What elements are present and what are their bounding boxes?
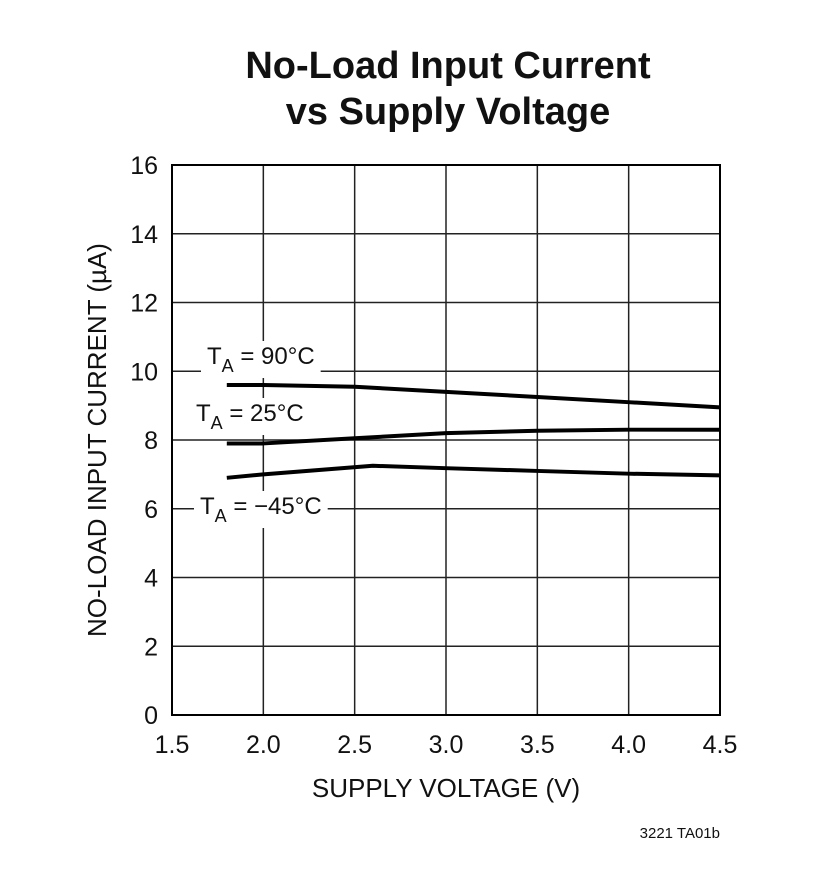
x-tick-label: 1.5 <box>155 731 190 759</box>
legend-label: TA = −45°C <box>200 493 322 526</box>
y-tick-label: 12 <box>130 290 158 318</box>
y-tick-label: 10 <box>130 358 158 386</box>
x-tick-label: 4.5 <box>703 731 738 759</box>
legend-label-part: A <box>211 413 223 433</box>
y-tick-label: 2 <box>144 633 158 661</box>
chart-title: No-Load Input Current <box>245 45 651 87</box>
legend-label-part: A <box>222 356 234 376</box>
legend-label-part: T <box>200 493 215 520</box>
label-background <box>190 398 310 435</box>
legend-label-part: T <box>207 343 222 370</box>
legend-label: TA = 90°C <box>207 343 315 376</box>
y-tick-label: 6 <box>144 496 158 524</box>
y-tick-label: 16 <box>130 152 158 180</box>
x-tick-label: 3.5 <box>520 731 555 759</box>
y-tick-label: 8 <box>144 427 158 455</box>
x-tick-label: 3.0 <box>429 731 464 759</box>
x-tick-label: 4.0 <box>611 731 646 759</box>
footnote: 3221 TA01b <box>640 825 720 842</box>
x-tick-label: 2.5 <box>337 731 372 759</box>
y-tick-label: 14 <box>130 221 158 249</box>
series-line <box>226 427 720 446</box>
legend-label-part: = 90°C <box>234 343 315 370</box>
plot-frame <box>171 164 721 716</box>
legend-label: TA = 25°C <box>196 400 304 433</box>
label-background <box>194 491 328 528</box>
legend-label-part: A <box>215 506 227 526</box>
y-tick-label: 4 <box>144 565 158 593</box>
series-line <box>226 463 721 480</box>
series-line <box>226 383 721 410</box>
legend-label-part: T <box>196 400 211 427</box>
x-axis-label: SUPPLY VOLTAGE (V) <box>312 773 580 803</box>
y-tick-label: 0 <box>144 702 158 730</box>
x-tick-label: 2.0 <box>246 731 281 759</box>
y-axis-label: NO-LOAD INPUT CURRENT (µA) <box>82 243 112 637</box>
legend-label-part: = −45°C <box>227 493 322 520</box>
legend-label-part: = 25°C <box>223 400 304 427</box>
chart-title: vs Supply Voltage <box>286 91 610 133</box>
label-background <box>201 341 321 378</box>
